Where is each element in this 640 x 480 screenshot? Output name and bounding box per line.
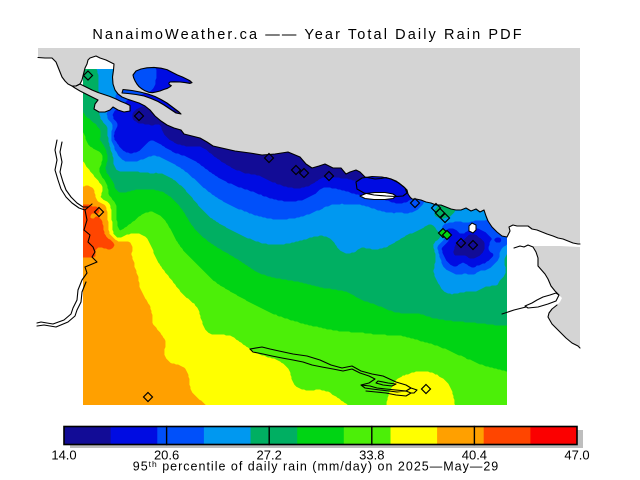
svg-text:40.4: 40.4	[462, 448, 487, 463]
svg-text:47.0: 47.0	[564, 448, 589, 463]
svg-text:20.6: 20.6	[154, 448, 179, 463]
svg-text:NanaimoWeather.ca —— Year Tota: NanaimoWeather.ca —— Year Total Daily Ra…	[92, 27, 523, 43]
svg-text:95th percentile of daily rain: 95th percentile of daily rain (mm/day) o…	[133, 459, 500, 474]
svg-text:14.0: 14.0	[51, 448, 76, 463]
svg-text:33.8: 33.8	[359, 448, 384, 463]
svg-text:27.2: 27.2	[257, 448, 282, 463]
